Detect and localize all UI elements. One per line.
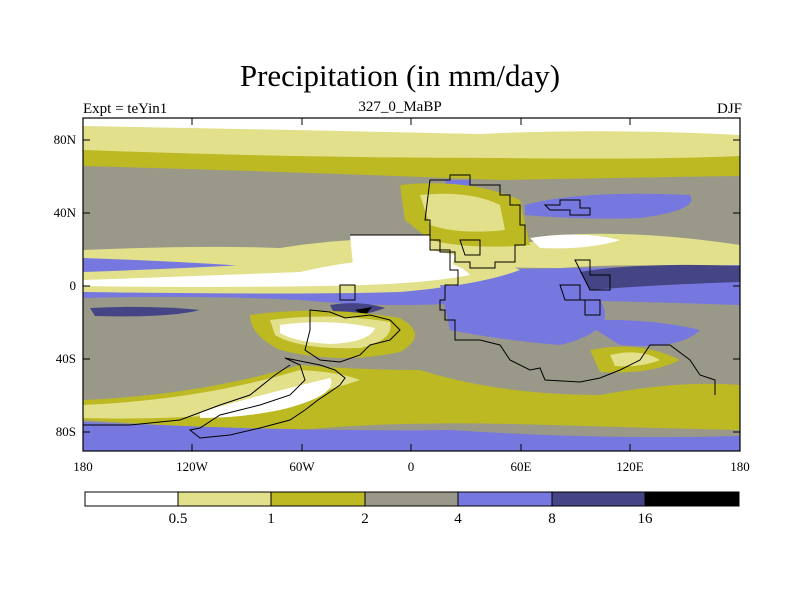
lon-label-60e: 60E xyxy=(510,459,532,474)
colorbar-bin-4 xyxy=(364,491,459,507)
colorbar-bin-1 xyxy=(84,491,179,507)
lat-label-eq: 0 xyxy=(69,278,77,293)
lon-label-180w: 180 xyxy=(73,459,93,474)
colorbar-label: 1 xyxy=(267,511,275,527)
colorbar-label: 8 xyxy=(548,511,556,527)
lat-label-40s: 40S xyxy=(55,351,76,366)
map-field xyxy=(83,118,740,451)
experiment-label: Expt = teYin1 xyxy=(83,101,168,117)
colorbar-bin-3 xyxy=(270,491,366,507)
colorbar-bin-7 xyxy=(644,491,740,507)
colorbar-bin-6 xyxy=(551,491,646,507)
lon-label-60w: 60W xyxy=(289,459,315,474)
lon-label-120w: 120W xyxy=(176,459,208,474)
colorbar-label: 0.5 xyxy=(168,511,188,527)
lon-label-180e: 180 xyxy=(730,459,750,474)
colorbar-label: 16 xyxy=(637,511,653,527)
continent-outlines xyxy=(83,174,716,439)
lon-label-120e: 120E xyxy=(616,459,644,474)
axis-ticks xyxy=(83,118,740,451)
lat-label-40n: 40N xyxy=(53,205,76,220)
lon-label-0: 0 xyxy=(407,459,415,474)
lat-label-80s: 80S xyxy=(55,424,76,439)
colorbar-label: 4 xyxy=(454,511,462,527)
colorbar xyxy=(84,491,740,507)
lat-label-80n: 80N xyxy=(53,132,76,147)
period-label: 327_0_MaBP xyxy=(358,99,442,115)
colorbar-bin-5 xyxy=(457,491,553,507)
season-label: DJF xyxy=(716,101,742,117)
map-title: Precipitation (in mm/day) xyxy=(239,58,561,93)
colorbar-bin-2 xyxy=(177,491,272,507)
colorbar-label: 2 xyxy=(361,511,369,527)
